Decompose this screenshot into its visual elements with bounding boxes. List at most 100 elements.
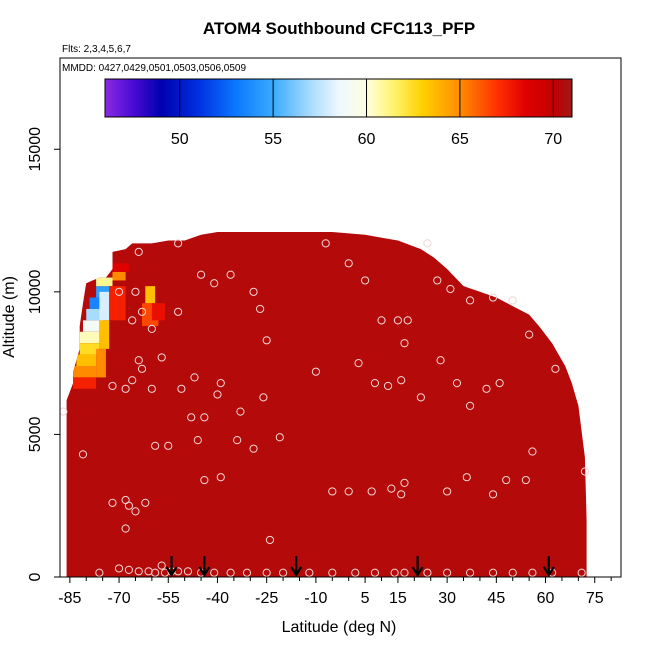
field-panel [145, 286, 156, 304]
observation-point [134, 567, 143, 576]
field-panel [96, 277, 113, 287]
observation-point [465, 296, 475, 305]
observation-point [60, 407, 68, 416]
observation-point [124, 565, 133, 574]
observation-point [265, 535, 275, 545]
observation-point [114, 287, 124, 296]
observation-point [521, 475, 530, 485]
observation-point [131, 507, 140, 516]
observation-point [508, 296, 517, 305]
observation-point [328, 487, 337, 496]
y-tick-label: 15000 [27, 127, 44, 172]
observation-point [259, 393, 268, 402]
colorbar-gradient [104, 78, 573, 118]
flight-arrow [542, 556, 555, 578]
observation-point [488, 568, 498, 577]
observation-point [508, 568, 517, 577]
observation-point [400, 568, 409, 577]
observation-point [370, 378, 380, 388]
observation-point [147, 384, 156, 393]
observation-point [344, 259, 353, 268]
observation-point [305, 568, 314, 577]
colorbar: 50 55 60 65 70 [104, 78, 573, 148]
x-tick-label: -40 [206, 590, 229, 607]
observation-point [236, 407, 245, 416]
observation-point [216, 378, 225, 388]
field-panel [73, 365, 97, 378]
observation-point [157, 561, 166, 570]
observation-point [108, 498, 117, 507]
observation-point [465, 568, 475, 577]
colorbar-ticks: 50 55 60 65 70 [171, 79, 562, 148]
flight-arrows [165, 556, 555, 578]
observation-point [361, 276, 370, 285]
colorbar-tick-label: 70 [544, 131, 562, 148]
observation-point [502, 475, 511, 485]
observation-point [196, 270, 206, 279]
observation-point [387, 484, 396, 493]
x-axis-label: Latitude (deg N) [282, 619, 397, 636]
x-tick-label: -55 [157, 590, 180, 607]
observation-point [443, 487, 452, 496]
observation-point [525, 330, 534, 339]
observation-point [403, 316, 412, 325]
dates-label: MMDD: 0427,0429,0501,0503,0506,0509 [62, 63, 246, 74]
observation-point [137, 307, 147, 316]
observation-point [200, 475, 209, 485]
field-panel [151, 303, 165, 321]
colorbar-tick-label: 50 [171, 131, 189, 148]
observation-point [423, 239, 432, 248]
plot-area [60, 232, 590, 577]
observation-point [433, 276, 442, 285]
observation-point [137, 364, 147, 373]
flight-arrow [290, 556, 303, 578]
observation-point [488, 293, 498, 302]
observation-point [275, 433, 284, 442]
observation-point [436, 356, 445, 365]
field-panel [82, 320, 100, 332]
field-panel [86, 308, 103, 321]
observation-point [210, 279, 219, 288]
observation-point [151, 441, 160, 450]
observation-point [226, 568, 235, 577]
observation-point [462, 473, 471, 482]
observation-point [183, 567, 193, 576]
observation-point [370, 568, 380, 577]
observation-point [114, 564, 124, 573]
flight-arrow [198, 556, 211, 578]
x-tick-label: 75 [586, 590, 604, 607]
field-panel [96, 286, 110, 298]
observation-point [482, 384, 491, 393]
observation-point [377, 316, 386, 325]
observation-point [423, 568, 432, 577]
observation-point [193, 436, 202, 445]
x-tick-label: 30 [438, 590, 456, 607]
x-tick-label: -85 [58, 590, 81, 607]
x-tick-label: 45 [487, 590, 505, 607]
observation-point [446, 284, 455, 294]
observation-point [278, 568, 288, 577]
observation-point [580, 467, 590, 476]
x-axis: -85 -70 -55 -40 -25 -10 5 15 30 45 60 75 [58, 577, 612, 607]
plot-frame [59, 57, 622, 578]
field-panel [89, 297, 103, 309]
field-panel [79, 331, 100, 344]
x-tick-label: 60 [537, 590, 555, 607]
observation-point [108, 381, 117, 391]
y-axis-label: Altitude (m) [1, 276, 18, 358]
colorbar-tick-label: 65 [451, 131, 469, 148]
observation-point [128, 316, 137, 325]
observation-point [551, 364, 560, 373]
observation-point [134, 247, 143, 257]
observation-point [256, 304, 265, 314]
observation-point [397, 490, 406, 499]
observation-point [488, 490, 498, 499]
observation-point [465, 401, 475, 411]
y-tick-label: 0 [27, 572, 44, 581]
observation-point [354, 359, 363, 368]
flights-label: Flts: 2,3,4,5,6,7 [62, 44, 131, 55]
observation-point [164, 441, 173, 450]
observation-point [78, 450, 88, 459]
observation-point [121, 524, 130, 533]
